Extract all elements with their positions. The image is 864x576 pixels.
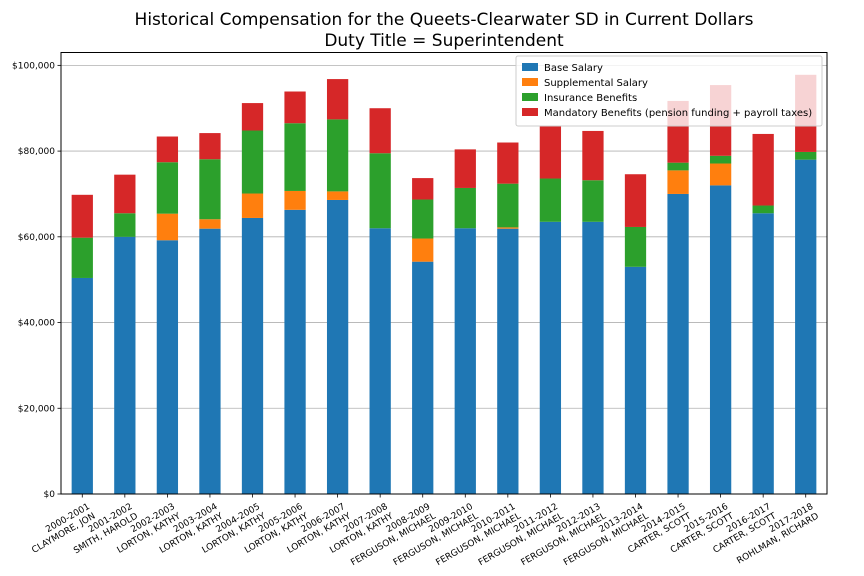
bar-segment: [582, 180, 604, 222]
bar-segment: [454, 228, 476, 494]
bar-segment: [71, 194, 93, 238]
bar-segment: [582, 130, 604, 181]
bar-segment: [539, 126, 562, 179]
bar-segment: [497, 183, 519, 228]
y-tick-label: $0: [44, 490, 56, 500]
bar-segment: [199, 159, 221, 220]
bar-segment: [497, 227, 519, 229]
legend: Base Salary Supplemental Salary Insurance …: [515, 55, 823, 127]
bar-segment: [284, 91, 306, 124]
bar-segment: [369, 108, 391, 154]
bar-segment: [156, 213, 179, 241]
legend-frame: [515, 55, 823, 127]
bar-segment: [284, 190, 306, 210]
legend-label: Mandatory Benefits (pension funding + pa…: [544, 108, 812, 119]
bar-segment: [241, 130, 264, 194]
bar-segment: [199, 133, 221, 160]
legend-swatch: [522, 93, 538, 101]
bar-segment: [199, 228, 221, 494]
bar-segment: [199, 219, 221, 229]
bar-segment: [241, 193, 264, 218]
bar-segment: [539, 221, 562, 494]
y-tick-label: $60,000: [18, 233, 55, 243]
bar-segment: [114, 236, 136, 494]
bar-segment: [412, 261, 434, 494]
y-tick-label: $40,000: [18, 319, 55, 329]
bar-segment: [624, 174, 647, 227]
y-tick-label: $100,000: [12, 61, 55, 71]
y-tick-label: $80,000: [18, 147, 55, 157]
bar-segment: [326, 79, 349, 120]
bar-segment: [284, 209, 306, 495]
legend-label: Supplemental Salary: [544, 78, 648, 89]
bar-segment: [709, 155, 732, 164]
bar-segment: [752, 205, 774, 214]
bar-segment: [326, 119, 349, 192]
bar-segment: [497, 142, 519, 184]
bar-segment: [497, 228, 519, 494]
bar-segment: [326, 191, 349, 200]
bar-segment: [114, 213, 136, 237]
bar-segment: [752, 133, 774, 206]
chart-title: Historical Compensation for the Queets-C…: [135, 10, 754, 30]
bar-segment: [71, 237, 93, 278]
legend-swatch: [522, 63, 538, 71]
bar-segment: [284, 123, 306, 191]
bar-segment: [667, 170, 689, 194]
legend-swatch: [522, 108, 538, 116]
bar-segment: [156, 162, 179, 214]
bars: [71, 74, 817, 495]
bar-segment: [114, 174, 136, 214]
bar-segment: [667, 162, 689, 171]
bar-segment: [412, 238, 434, 262]
bar-segment: [454, 149, 476, 188]
bar-segment: [624, 226, 647, 267]
bar-segment: [71, 277, 93, 494]
bar-segment: [454, 187, 476, 229]
legend-label: Base Salary: [544, 63, 603, 74]
bar-segment: [369, 228, 391, 494]
bar-segment: [795, 159, 817, 494]
bar-segment: [156, 240, 179, 494]
bar-segment: [241, 103, 264, 131]
legend-swatch: [522, 78, 538, 86]
bar-segment: [752, 213, 774, 494]
bar-segment: [667, 193, 689, 494]
bar-segment: [369, 153, 391, 229]
bar-segment: [156, 136, 179, 163]
y-axis: $0 $20,000 $40,000 $60,000 $80,000 $100,000: [12, 61, 61, 500]
bar-segment: [709, 185, 732, 494]
bar-segment: [412, 178, 434, 200]
y-tick-label: $20,000: [18, 404, 55, 414]
bar-segment: [795, 151, 817, 160]
plot-area-frame: [60, 52, 828, 495]
bar-segment: [709, 163, 732, 186]
legend-label: Insurance Benefits: [544, 93, 637, 104]
bar-segment: [582, 221, 604, 494]
bar-segment: [539, 178, 562, 222]
bar-segment: [412, 199, 434, 239]
bar-segment: [241, 217, 264, 495]
chart-subtitle: Duty Title = Superintendent: [324, 31, 564, 51]
bar-segment: [326, 199, 349, 494]
bar-segment: [624, 266, 647, 494]
